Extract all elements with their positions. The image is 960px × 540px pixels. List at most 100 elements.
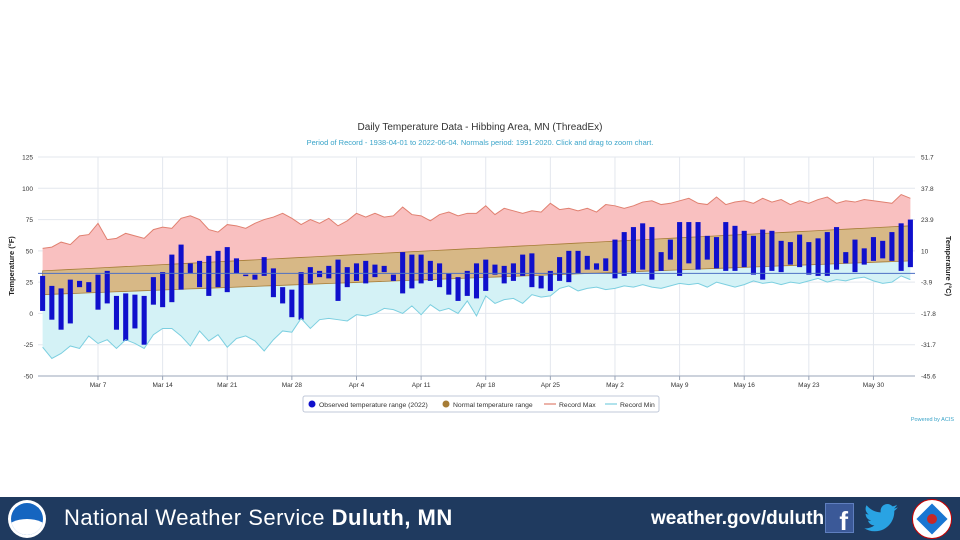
observed-bar — [261, 257, 267, 276]
legend-item-normal[interactable]: Normal temperature range — [442, 400, 533, 410]
y-tick-label-left: -25 — [24, 342, 34, 349]
y-tick-label-right: -31.7 — [921, 342, 936, 349]
observed-bar — [317, 270, 323, 278]
observed-bar — [852, 239, 858, 273]
legend-normal-marker — [442, 400, 450, 408]
observed-bar — [870, 237, 876, 261]
footer-title-prefix: National Weather Service — [64, 505, 326, 530]
observed-bar — [169, 254, 175, 303]
observed-bar — [270, 268, 276, 298]
observed-bar — [760, 229, 766, 280]
legend-observed-label: Observed temperature range (2022) — [319, 402, 428, 409]
observed-bar — [418, 254, 424, 284]
observed-bar — [224, 247, 230, 293]
observed-bar — [326, 265, 332, 279]
observed-bar — [824, 232, 830, 276]
chart-title: Daily Temperature Data - Hibbing Area, M… — [358, 122, 603, 133]
temperature-chart[interactable]: 125 51.7 100 37.8 75 23.9 50 10 25 -3.9 0 -17.8 -25 -… — [0, 0, 960, 497]
observed-bars — [40, 219, 913, 345]
y-tick-label-right: -45.6 — [921, 374, 936, 381]
y-tick-label-right: 51.7 — [921, 155, 934, 162]
observed-bar — [86, 282, 92, 293]
observed-bar — [67, 279, 73, 324]
footer-bar — [0, 497, 960, 540]
facebook-icon[interactable]: f — [825, 503, 854, 533]
observed-bar — [353, 263, 360, 281]
observed-bar — [437, 263, 443, 288]
observed-bar — [446, 273, 452, 295]
x-tick-label: Apr 11 — [412, 382, 431, 389]
observed-bar — [510, 263, 516, 281]
chart-subtitle: Period of Record - 1938-04-01 to 2022-06… — [307, 138, 654, 147]
nws-logo-icon — [912, 499, 952, 539]
observed-bar — [298, 272, 304, 320]
observed-bar — [280, 287, 286, 304]
legend-item-record-max[interactable]: Record Max — [544, 402, 596, 409]
y-tick-label-right: 10 — [921, 248, 929, 255]
observed-bar — [880, 240, 886, 259]
x-tick-label: Apr 25 — [541, 382, 561, 389]
observed-bar — [141, 295, 147, 345]
observed-bar — [529, 253, 535, 288]
x-tick-label: Mar 7 — [90, 382, 107, 389]
x-tick-label: May 23 — [798, 382, 820, 389]
observed-bar — [400, 252, 406, 294]
observed-bar — [483, 259, 489, 291]
observed-bar — [243, 274, 249, 277]
legend-record-min-label: Record Min — [620, 402, 655, 409]
footer-title-location: Duluth, MN — [331, 505, 453, 530]
legend: Observed temperature range (2022) Normal… — [302, 395, 660, 413]
observed-bar — [372, 264, 378, 278]
observed-bar — [815, 238, 821, 276]
y-tick-label-right: 37.8 — [921, 186, 934, 193]
observed-bar — [566, 250, 572, 283]
y-tick-label-left: 100 — [22, 186, 33, 193]
observed-bar — [464, 270, 470, 296]
legend-item-record-min[interactable]: Record Min — [605, 402, 655, 409]
legend-record-max-label: Record Max — [559, 402, 596, 409]
observed-bar — [289, 289, 295, 318]
credit-link[interactable]: Powered by ACIS — [911, 417, 954, 423]
x-tick-label: Apr 18 — [476, 382, 496, 389]
observed-bar — [427, 260, 433, 281]
legend-box — [302, 395, 660, 413]
x-tick-label: Apr 4 — [349, 382, 365, 389]
observed-bar — [833, 227, 840, 270]
observed-bar — [593, 263, 600, 270]
observed-bar — [390, 274, 396, 281]
axes: 125 51.7 100 37.8 75 23.9 50 10 25 -3.9 0 -17.8 -25 -… — [22, 155, 936, 390]
observed-bar — [40, 275, 46, 311]
observed-bar — [704, 235, 710, 260]
observed-bar — [160, 272, 166, 308]
record-min-line — [42, 275, 911, 360]
observed-bar — [455, 277, 461, 301]
footer-title: National Weather Service Duluth, MN — [64, 505, 453, 531]
record-min-area — [42, 260, 911, 359]
footer-website-link[interactable]: weather.gov/duluth — [651, 508, 825, 529]
legend-item-observed[interactable]: Observed temperature range (2022) — [308, 400, 428, 410]
observed-bar — [233, 258, 240, 274]
y-tick-label-left: 75 — [26, 217, 34, 224]
x-tick-label: Mar 14 — [153, 382, 174, 389]
observed-bar — [95, 274, 101, 310]
observed-bar — [132, 294, 138, 329]
observed-bar — [797, 234, 803, 268]
twitter-icon[interactable] — [864, 504, 898, 532]
legend-observed-marker — [308, 400, 316, 408]
observed-bar — [123, 293, 129, 341]
observed-bar — [49, 285, 55, 320]
observed-bar — [612, 239, 618, 279]
observed-bar — [77, 280, 83, 288]
observed-bar — [907, 219, 913, 268]
observed-bar — [677, 222, 683, 276]
observed-bar — [640, 223, 646, 270]
observed-bar — [473, 263, 480, 299]
observed-bar — [547, 270, 553, 291]
x-tick-label: Mar 28 — [282, 382, 303, 389]
observed-bar — [557, 257, 563, 281]
x-tick-label: May 2 — [606, 382, 624, 389]
observed-bar — [778, 240, 784, 273]
observed-bar — [215, 250, 221, 288]
observed-bar — [363, 260, 369, 284]
observed-bar — [344, 267, 350, 288]
